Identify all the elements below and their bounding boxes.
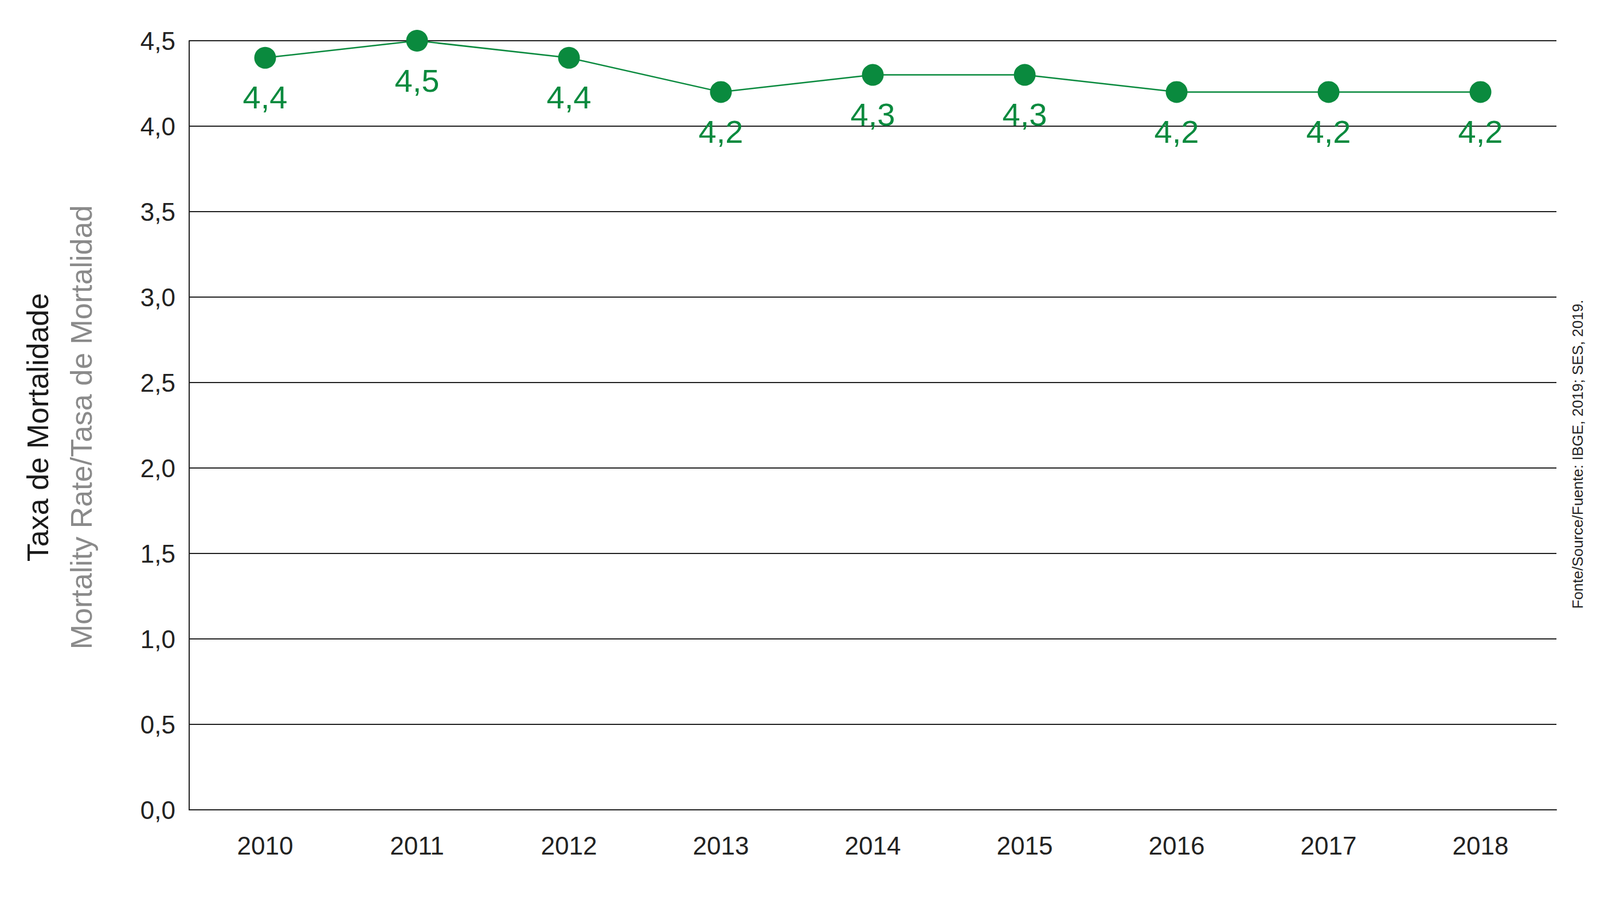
- svg-text:2015: 2015: [996, 831, 1054, 860]
- svg-text:3,0: 3,0: [140, 283, 176, 312]
- svg-text:4,4: 4,4: [546, 79, 592, 116]
- svg-text:4,2: 4,2: [1154, 113, 1200, 150]
- svg-text:4,0: 4,0: [140, 112, 176, 141]
- svg-text:4,2: 4,2: [1458, 113, 1504, 150]
- svg-text:2018: 2018: [1452, 831, 1509, 860]
- svg-text:4,2: 4,2: [698, 113, 744, 150]
- svg-text:Taxa de Mortalidade: Taxa de Mortalidade: [21, 292, 55, 562]
- svg-text:0,5: 0,5: [140, 710, 176, 739]
- svg-text:2,0: 2,0: [140, 454, 176, 483]
- svg-text:Fonte/Source/Fuente: IBGE, 201: Fonte/Source/Fuente: IBGE, 2019; SES, 20…: [1569, 299, 1587, 609]
- svg-text:Mortality Rate/Tasa de Mortali: Mortality Rate/Tasa de Mortalidad: [64, 205, 99, 650]
- svg-text:4,4: 4,4: [243, 79, 288, 116]
- svg-text:2013: 2013: [693, 831, 750, 860]
- svg-text:3,5: 3,5: [140, 197, 176, 226]
- svg-text:2017: 2017: [1300, 831, 1357, 860]
- svg-text:1,0: 1,0: [140, 624, 176, 653]
- svg-text:4,2: 4,2: [1306, 113, 1352, 150]
- svg-text:2012: 2012: [541, 831, 598, 860]
- svg-text:2011: 2011: [389, 831, 445, 860]
- svg-text:4,5: 4,5: [140, 26, 176, 56]
- svg-text:0,0: 0,0: [140, 795, 176, 824]
- svg-text:4,3: 4,3: [850, 96, 896, 133]
- svg-text:1,5: 1,5: [140, 539, 176, 568]
- svg-text:4,5: 4,5: [394, 62, 440, 99]
- svg-text:2010: 2010: [237, 831, 294, 860]
- svg-text:2,5: 2,5: [140, 368, 176, 397]
- svg-text:2016: 2016: [1148, 831, 1206, 860]
- svg-text:4,3: 4,3: [1002, 96, 1048, 133]
- svg-text:2014: 2014: [845, 831, 902, 860]
